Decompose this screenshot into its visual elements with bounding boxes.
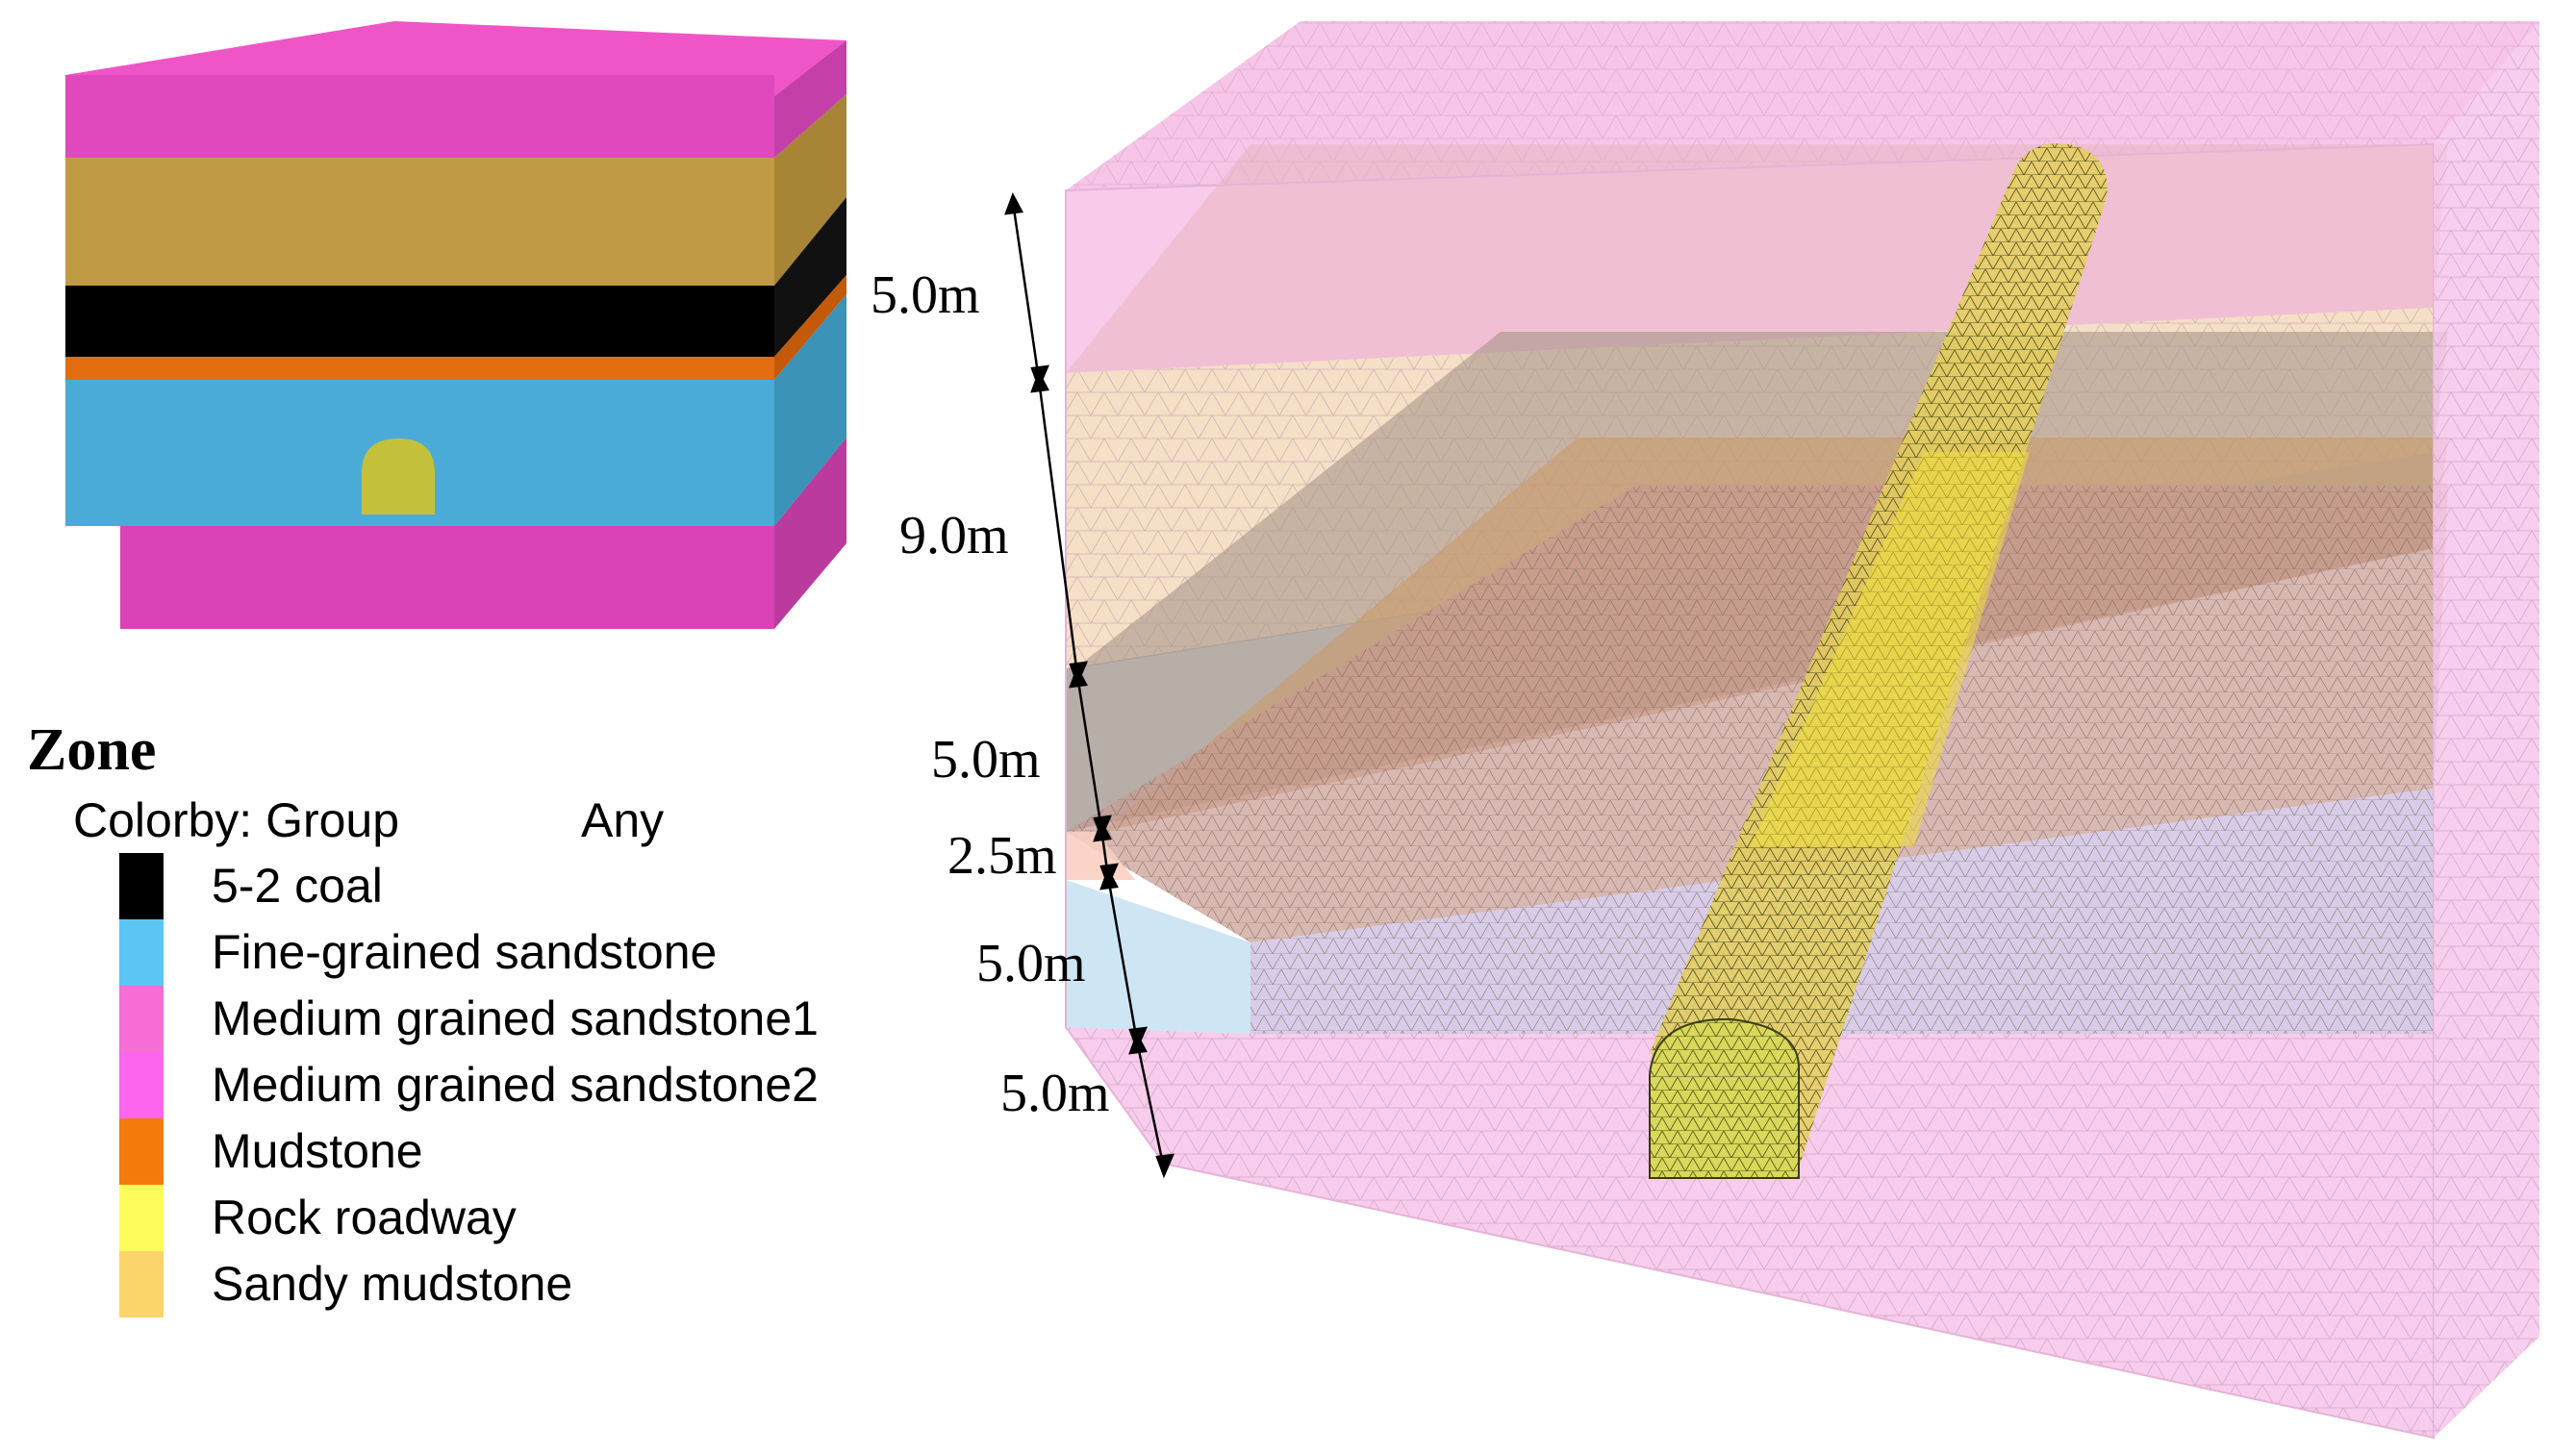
legend-item-rock-roadway: Rock roadway <box>119 1185 947 1251</box>
legend-item-sandy-mudstone: Sandy mudstone <box>119 1251 947 1317</box>
legend-swatch <box>119 853 164 919</box>
legend-label: Medium grained sandstone1 <box>212 991 819 1045</box>
dimension-label-4: 2.5m <box>947 826 1057 886</box>
roadway-cross-section <box>362 439 435 514</box>
block-front-face <box>65 75 774 629</box>
legend-colorby-label: Colorby: Group <box>73 793 400 847</box>
legend-item-fine-grained-sandstone: Fine-grained sandstone <box>119 919 947 986</box>
legend-swatch <box>119 1251 164 1317</box>
dimension-label-1: 5.0m <box>871 265 980 325</box>
rock-roadway-tube <box>1649 143 2108 1179</box>
dimension-label-5: 5.0m <box>976 934 1086 993</box>
dimension-label-2: 9.0m <box>899 506 1009 565</box>
legend-swatch <box>119 986 164 1052</box>
legend-title: Zone <box>27 717 157 783</box>
mesh-model <box>1065 21 2539 1440</box>
legend-list: 5-2 coal Fine-grained sandstone Medium g… <box>119 853 947 1317</box>
dimension-lines <box>1004 191 1175 1179</box>
legend-label: Mudstone <box>212 1124 423 1178</box>
legend-swatch <box>119 1185 164 1251</box>
legend-swatch <box>119 1052 164 1118</box>
dimension-label-6: 5.0m <box>1000 1064 1110 1123</box>
dimension-label-3: 5.0m <box>931 730 1041 790</box>
legend-label: Sandy mudstone <box>212 1257 573 1311</box>
legend-label: 5-2 coal <box>212 859 383 913</box>
legend-label: Fine-grained sandstone <box>212 925 718 979</box>
dimension-labels: 5.0m 9.0m 5.0m 2.5m 5.0m 5.0m <box>871 265 1110 1123</box>
legend-label: Rock roadway <box>212 1191 517 1244</box>
block-side-face <box>774 40 846 629</box>
block-model-thumbnail <box>65 21 846 629</box>
legend-swatch <box>119 1118 164 1185</box>
legend-item-medium-grained-sandstone2: Medium grained sandstone2 <box>119 1052 947 1118</box>
legend-item-5-2-coal: 5-2 coal <box>119 853 947 919</box>
legend-item-mudstone: Mudstone <box>119 1118 947 1185</box>
legend-filter: Any <box>581 793 665 847</box>
legend-label: Medium grained sandstone2 <box>212 1058 819 1112</box>
legend-colorby: Colorby: Group Any <box>73 791 664 849</box>
legend-swatch <box>119 919 164 986</box>
legend-item-medium-grained-sandstone1: Medium grained sandstone1 <box>119 986 947 1052</box>
zone-legend: Zone Colorby: Group Any 5-2 coal Fine-gr… <box>27 716 950 1332</box>
